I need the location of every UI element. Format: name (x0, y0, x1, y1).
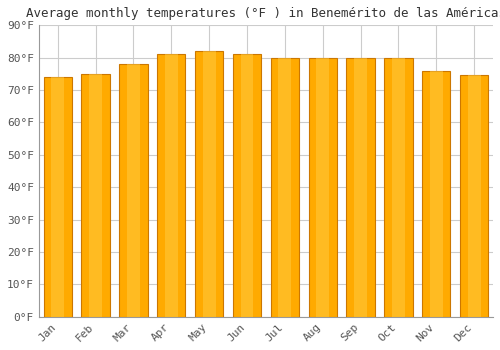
Bar (468, 76, 480, 317)
Bar (195, 51, 224, 317)
Bar (308, 58, 337, 317)
Bar (430, 71, 442, 317)
Bar (270, 58, 299, 317)
Bar (233, 55, 261, 317)
Bar (82, 74, 110, 317)
Bar (392, 58, 405, 317)
Bar (89, 74, 102, 317)
Bar (119, 64, 148, 317)
Bar (240, 55, 254, 317)
Title: Average monthly temperatures (°F ) in Benemérito de las Américas: Average monthly temperatures (°F ) in Be… (26, 7, 500, 20)
Bar (460, 76, 488, 317)
Bar (316, 58, 329, 317)
Bar (354, 58, 367, 317)
Bar (203, 51, 215, 317)
Bar (346, 58, 375, 317)
Bar (127, 64, 140, 317)
Bar (278, 58, 291, 317)
Bar (52, 77, 64, 317)
Bar (384, 58, 412, 317)
Bar (165, 55, 177, 317)
Bar (44, 77, 72, 317)
Bar (422, 71, 450, 317)
Bar (157, 55, 186, 317)
